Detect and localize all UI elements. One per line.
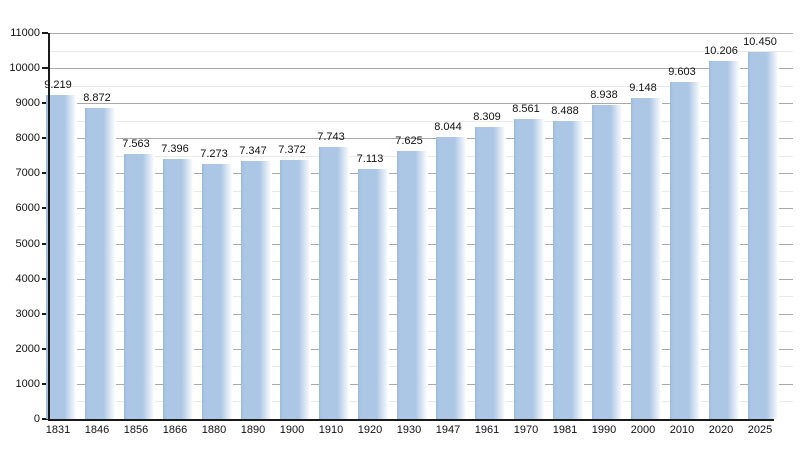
bar-value-label: 10.450 [743, 36, 777, 49]
y-axis-label: 8000 [15, 132, 40, 145]
y-axis-tick [42, 312, 48, 315]
y-axis-tick [42, 347, 48, 350]
bar [553, 121, 584, 419]
x-axis-label: 1947 [435, 424, 461, 436]
bar [631, 97, 662, 419]
x-axis-label: 1900 [279, 424, 305, 436]
y-axis-label: 3000 [15, 307, 40, 320]
y-axis-label: 4000 [15, 272, 40, 285]
x-axis-label: 1846 [84, 424, 110, 436]
y-axis-tick [42, 418, 48, 420]
bar-value-label: 8.872 [83, 91, 111, 104]
gridline-minor [48, 120, 793, 122]
bar [397, 151, 428, 419]
bar-value-label: 10.206 [704, 44, 738, 57]
bar [475, 127, 506, 419]
bar [241, 161, 272, 419]
bar-value-label: 7.113 [356, 153, 384, 166]
bar-value-label: 9.219 [44, 79, 72, 92]
bar [124, 153, 155, 419]
y-axis-label: 7000 [15, 167, 40, 180]
bar-value-label: 8.938 [590, 89, 618, 102]
bar [46, 95, 77, 419]
bar-value-label: 7.396 [161, 143, 189, 156]
x-axis-label: 2025 [747, 424, 773, 436]
x-axis-label: 2000 [630, 424, 656, 436]
x-axis-label: 2010 [669, 424, 695, 436]
bar [670, 82, 701, 419]
y-axis-label: 9000 [15, 97, 40, 110]
y-axis-tick [42, 137, 48, 140]
gridline-minor [48, 85, 793, 87]
bar-value-label: 7.347 [239, 145, 267, 158]
bar-value-label: 7.372 [278, 144, 306, 157]
x-axis-label: 1890 [240, 424, 266, 436]
bar [592, 105, 623, 419]
bar [280, 160, 311, 419]
y-axis-label: 10000 [9, 62, 40, 75]
y-axis-tick [42, 102, 48, 105]
y-axis-label: 0 [33, 413, 40, 425]
x-axis-label: 1880 [201, 424, 227, 436]
x-axis-label: 2020 [708, 424, 734, 436]
gridline-major [48, 68, 793, 70]
bar-value-label: 7.563 [122, 137, 150, 150]
y-axis-tick [42, 172, 48, 175]
y-axis-tick [42, 67, 48, 70]
y-axis-tick [42, 207, 48, 210]
y-axis-label: 2000 [15, 342, 40, 355]
y-axis [48, 33, 50, 421]
bar [436, 136, 467, 419]
bar-value-label: 8.309 [473, 111, 501, 124]
bar [319, 147, 350, 419]
gridline-major [48, 103, 793, 105]
x-axis-label: 1910 [318, 424, 344, 436]
y-axis-tick [42, 242, 48, 245]
bar [202, 163, 233, 419]
y-axis-tick [42, 277, 48, 280]
bar-value-label: 8.044 [434, 120, 462, 133]
bar-value-label: 7.743 [317, 131, 345, 144]
bar [358, 169, 389, 419]
y-axis-tick [42, 32, 48, 34]
x-axis-label: 1920 [357, 424, 383, 436]
x-axis-label: 1930 [396, 424, 422, 436]
x-axis-label: 1961 [474, 424, 500, 436]
gridline-major [48, 33, 793, 34]
x-axis-label: 1990 [591, 424, 617, 436]
bar-value-label: 7.273 [200, 147, 228, 160]
x-axis-label: 1970 [513, 424, 539, 436]
x-axis-label: 1981 [552, 424, 578, 436]
y-axis-label: 11000 [10, 27, 40, 39]
bar-value-label: 7.625 [395, 135, 423, 148]
bar-value-label: 8.488 [551, 105, 579, 118]
bar-value-label: 9.603 [668, 66, 696, 79]
y-axis-label: 6000 [15, 202, 40, 215]
gridline-minor [48, 50, 793, 52]
bar [748, 52, 779, 419]
bar-value-label: 8.561 [512, 102, 540, 115]
bar [514, 118, 545, 419]
bar [163, 159, 194, 419]
bar-value-label: 9.148 [629, 81, 657, 94]
y-axis-tick [42, 382, 48, 385]
bar [85, 107, 116, 419]
x-axis-label: 1856 [123, 424, 149, 436]
bar [709, 60, 740, 419]
y-axis-label: 5000 [15, 237, 40, 250]
y-axis-label: 1000 [15, 377, 40, 390]
x-axis-label: 1831 [45, 424, 71, 436]
x-axis-label: 1866 [162, 424, 188, 436]
x-axis [48, 419, 774, 421]
gridline-major [48, 138, 793, 140]
